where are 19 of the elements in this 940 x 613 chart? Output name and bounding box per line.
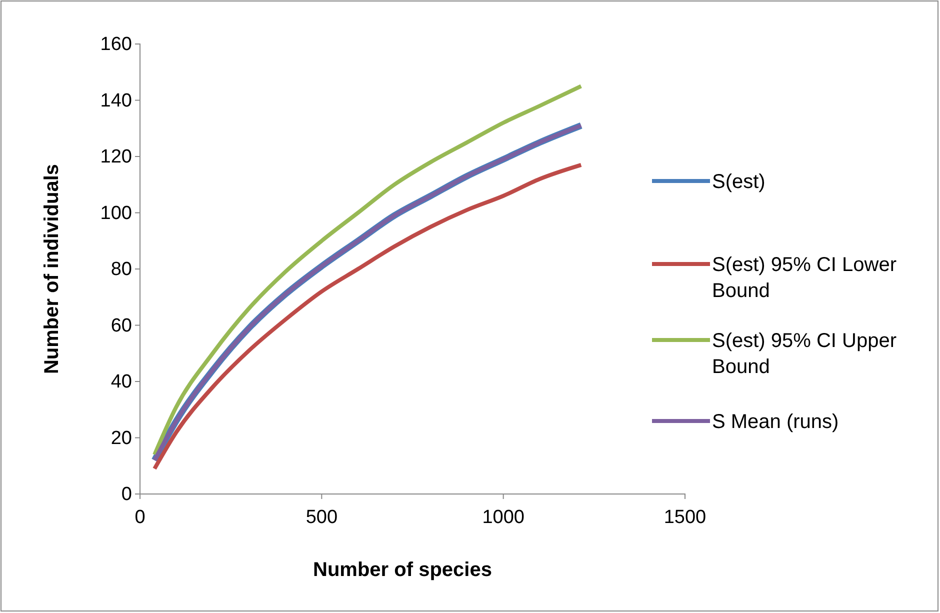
y-tick-label: 20 — [110, 428, 132, 449]
legend-label: S(est) 95% CI Lower Bound — [712, 254, 897, 302]
x-tick-label: 0 — [134, 506, 146, 528]
y-tick-label: 0 — [121, 484, 132, 506]
y-tick-label: 120 — [100, 146, 132, 168]
x-tick-label: 1500 — [664, 506, 706, 528]
y-tick-label: 60 — [110, 315, 132, 336]
legend-label: S Mean (runs) — [712, 411, 839, 433]
x-axis-title: Number of species — [313, 559, 492, 581]
x-tick-label: 500 — [306, 506, 338, 528]
y-axis-title: Number of individuals — [41, 164, 63, 374]
legend-label: S(est) 95% CI Upper Bound — [712, 330, 897, 378]
y-tick-label: 140 — [100, 90, 132, 112]
y-tick-label: 40 — [110, 372, 132, 393]
y-tick-label: 80 — [110, 259, 132, 280]
y-tick-label: 160 — [100, 34, 132, 56]
x-tick-label: 1000 — [482, 506, 524, 528]
y-tick-label: 100 — [100, 202, 132, 224]
legend-label: S(est) — [712, 171, 766, 193]
